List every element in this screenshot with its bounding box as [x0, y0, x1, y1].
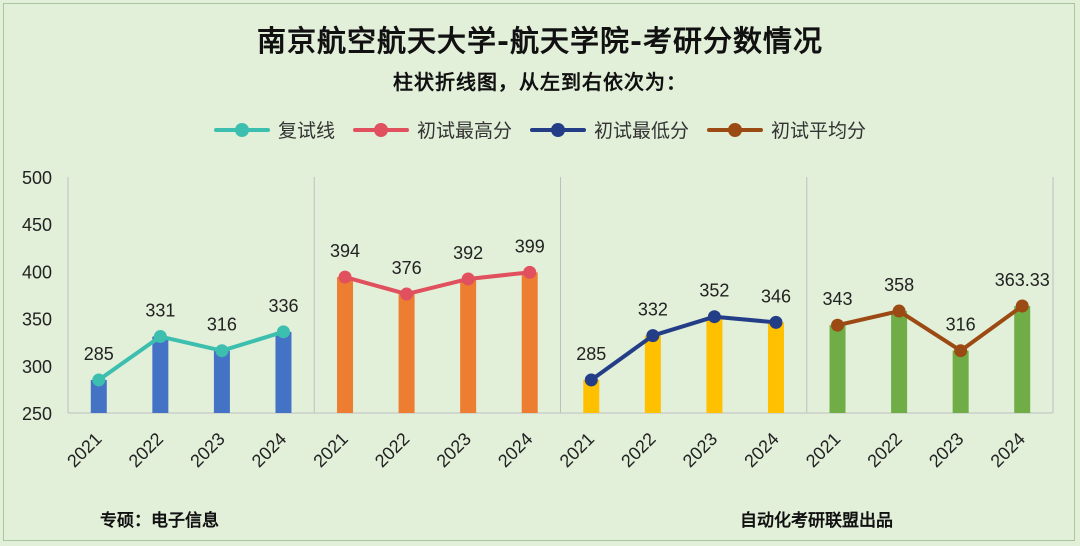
bar [767, 322, 784, 413]
x-tick-label: 2021 [309, 429, 351, 471]
bar [644, 335, 661, 413]
data-label: 343 [823, 289, 853, 309]
legend-label: 初试最低分 [594, 120, 690, 142]
data-label: 332 [638, 300, 668, 320]
legend-marker-icon [707, 121, 764, 139]
data-label: 358 [884, 275, 914, 295]
data-point [769, 315, 783, 329]
x-tick-label: 2021 [802, 429, 844, 471]
series-line [835, 304, 1025, 353]
data-point [523, 265, 537, 279]
bar [152, 336, 169, 413]
data-point [153, 330, 167, 344]
data-label: 363.33 [995, 270, 1050, 290]
legend-item-retest-line: 复试线 [213, 116, 335, 143]
x-tick-label: 2024 [494, 429, 536, 471]
legend: 复试线 初试最高分 初试最低分 初试平均分 [0, 116, 1080, 143]
bar [952, 350, 969, 413]
bar [460, 278, 477, 413]
data-point [892, 304, 906, 318]
legend-item-max-score: 初试最高分 [352, 116, 512, 143]
data-label: 392 [453, 243, 483, 263]
data-label: 399 [515, 236, 545, 256]
data-point [338, 270, 352, 284]
x-tick-label: 2023 [433, 429, 475, 471]
bar [521, 272, 538, 413]
data-point [276, 325, 290, 339]
data-label: 394 [330, 241, 360, 261]
data-label: 376 [392, 258, 422, 278]
x-tick-label: 2023 [925, 429, 967, 471]
legend-label: 初试最高分 [416, 120, 512, 142]
data-point [215, 344, 229, 358]
data-label: 316 [207, 315, 237, 335]
bar [90, 379, 107, 413]
footer-credit: 自动化考研联盟出品 [740, 511, 893, 531]
x-tick-label: 2024 [987, 429, 1029, 471]
bar [583, 379, 600, 413]
data-point [400, 287, 414, 301]
legend-marker-icon [213, 121, 270, 139]
bar [829, 325, 846, 413]
series-line [589, 314, 778, 382]
data-label: 331 [145, 301, 175, 321]
legend-label: 复试线 [277, 120, 335, 142]
chart-title: 南京航空航天大学-航天学院-考研分数情况 [256, 24, 824, 58]
x-tick-label: 2024 [248, 429, 290, 471]
x-tick-label: 2022 [617, 429, 659, 471]
data-point [954, 344, 968, 358]
bar [706, 316, 723, 413]
y-tick-label: 450 [22, 215, 52, 235]
legend-item-min-score: 初试最低分 [530, 116, 689, 143]
data-label: 352 [699, 281, 729, 301]
bar [337, 277, 354, 413]
chart-frame [3, 3, 1075, 541]
data-label: 316 [946, 315, 976, 335]
x-tick-label: 2022 [371, 429, 413, 471]
legend-label: 初试平均分 [771, 120, 867, 142]
data-label: 346 [761, 286, 791, 306]
x-tick-label: 2022 [125, 429, 167, 471]
y-tick-label: 500 [22, 168, 52, 188]
series-line [96, 329, 286, 382]
data-point [831, 318, 845, 332]
y-tick-label: 400 [22, 262, 52, 282]
series-line [343, 270, 532, 297]
y-tick-label: 350 [22, 310, 52, 330]
y-tick-label: 250 [22, 404, 52, 424]
bar [1014, 306, 1031, 413]
data-label: 336 [268, 296, 298, 316]
legend-marker-icon [530, 121, 586, 139]
data-label: 285 [84, 344, 114, 364]
data-point [92, 373, 106, 387]
x-tick-label: 2023 [186, 429, 228, 471]
y-tick-label: 300 [22, 357, 52, 377]
bar [213, 350, 230, 413]
data-point [1015, 299, 1029, 313]
bar [275, 331, 292, 413]
x-tick-label: 2024 [740, 429, 782, 471]
bar [398, 294, 415, 413]
data-point [584, 373, 598, 387]
x-tick-label: 2022 [863, 429, 905, 471]
footer-major: 专硕：电子信息 [100, 511, 219, 531]
bar [891, 311, 908, 413]
legend-item-avg-score: 初试平均分 [707, 116, 866, 143]
chart-subtitle: 柱状折线图，从左到右依次为： [393, 70, 687, 94]
x-tick-label: 2021 [63, 429, 105, 471]
x-tick-label: 2021 [556, 429, 598, 471]
legend-marker-icon [352, 121, 409, 139]
data-point [461, 272, 475, 286]
data-point [646, 329, 660, 343]
x-tick-label: 2023 [679, 429, 721, 471]
data-label: 285 [576, 344, 606, 364]
data-point [707, 310, 721, 324]
